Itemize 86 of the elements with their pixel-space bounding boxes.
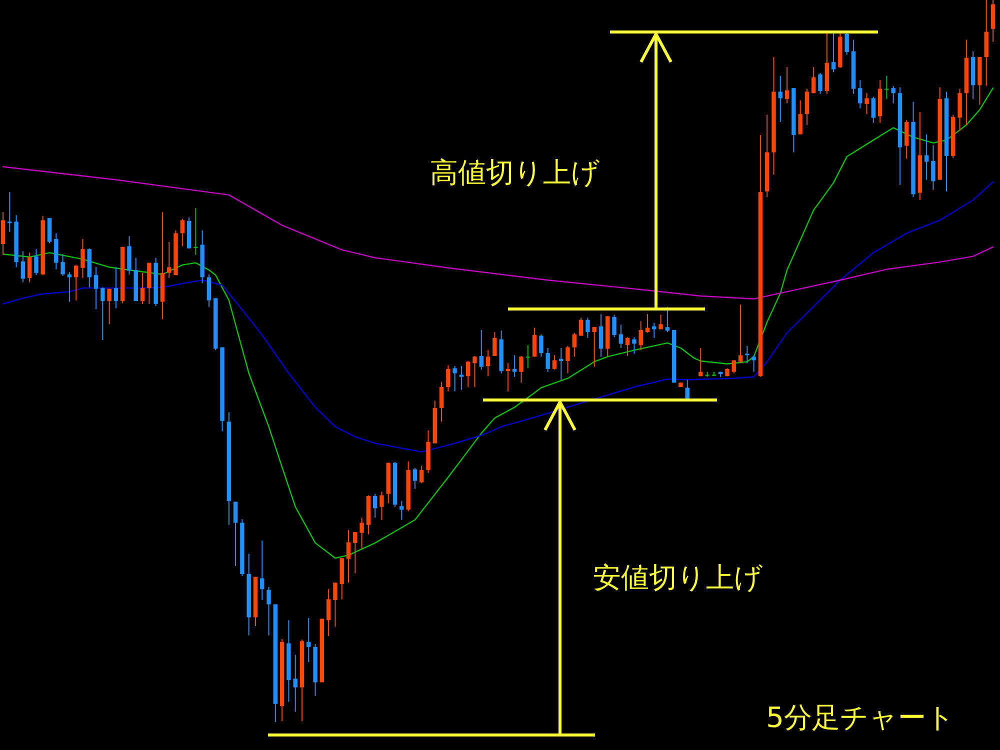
annotation: 高値切り上げ <box>430 156 600 189</box>
candlestick <box>698 348 703 377</box>
candlestick <box>864 92 869 115</box>
candlestick <box>924 134 929 180</box>
candlestick <box>0 212 6 256</box>
candlestick <box>400 500 404 520</box>
candlestick <box>446 364 450 392</box>
candlestick <box>486 350 490 377</box>
candlestick <box>372 493 378 518</box>
candlestick <box>74 264 78 301</box>
candlestick <box>532 327 537 358</box>
candlestick <box>466 360 470 388</box>
candlestick <box>20 250 26 283</box>
annotation: 安値切り上げ <box>593 561 763 594</box>
candlestick <box>419 465 424 484</box>
candlestick <box>100 286 105 341</box>
candlestick <box>632 336 636 354</box>
candlestick <box>180 218 184 247</box>
candlestick <box>47 218 52 244</box>
candlestick <box>578 317 584 336</box>
candlestick <box>552 354 557 370</box>
candlestick <box>904 119 909 160</box>
candlestick <box>479 329 484 370</box>
candlestick <box>492 332 497 356</box>
candlestick <box>784 66 790 104</box>
candlestick <box>592 326 596 368</box>
candlestick <box>612 314 616 338</box>
candlestick <box>439 381 444 422</box>
candlestick <box>94 266 98 310</box>
candlestick <box>360 517 364 550</box>
candlestick <box>871 96 876 124</box>
candlestick <box>931 144 936 190</box>
candlestick <box>598 314 604 358</box>
candlestick <box>818 72 822 94</box>
candlestick <box>804 88 810 126</box>
candlestick <box>206 274 212 308</box>
candlestick <box>266 586 271 636</box>
candlestick <box>572 332 577 358</box>
candlestick <box>539 334 544 358</box>
candlestick <box>412 467 418 490</box>
candlestick <box>512 354 517 378</box>
candlestick <box>844 32 849 56</box>
candlestick <box>618 324 624 349</box>
candlestick <box>738 304 743 364</box>
candlestick <box>167 241 172 278</box>
candlestick <box>326 588 331 637</box>
candlestick <box>586 317 590 338</box>
candlestick <box>526 344 530 369</box>
candlestick <box>8 192 12 232</box>
candlestick <box>798 100 802 135</box>
candlestick <box>34 248 38 276</box>
candlestick <box>665 306 670 333</box>
candlestick <box>353 532 358 574</box>
candlestick <box>293 654 298 712</box>
candlestick <box>778 75 782 123</box>
candlestick <box>459 366 464 390</box>
candlestick <box>472 355 477 388</box>
candlestick <box>380 491 384 520</box>
candlestick <box>54 232 58 270</box>
candlestick <box>452 366 457 392</box>
candlestick <box>658 314 663 330</box>
candlestick <box>306 618 311 663</box>
candlestick <box>891 85 896 104</box>
candlestick <box>566 345 570 374</box>
candlestick <box>546 348 550 372</box>
candlestick <box>812 66 816 94</box>
candlestick <box>732 360 736 374</box>
candlestick <box>884 75 889 100</box>
candlestick <box>60 254 65 276</box>
candlestick <box>346 529 351 584</box>
candlestick <box>27 252 32 283</box>
candlestick <box>858 80 862 109</box>
annotation: 5分足チャート <box>766 701 955 734</box>
candlestick <box>831 32 836 73</box>
candlestick <box>752 354 756 372</box>
candlestick <box>194 207 198 256</box>
candlestick <box>260 540 264 600</box>
candlestick <box>140 272 145 304</box>
candlestick <box>80 238 85 278</box>
candlestick <box>107 288 112 325</box>
candlestick <box>233 501 238 567</box>
candlestick <box>333 582 338 628</box>
candlestick <box>638 320 643 351</box>
candlestick <box>519 355 524 384</box>
candlestick <box>114 266 118 309</box>
candlestick <box>625 336 630 356</box>
